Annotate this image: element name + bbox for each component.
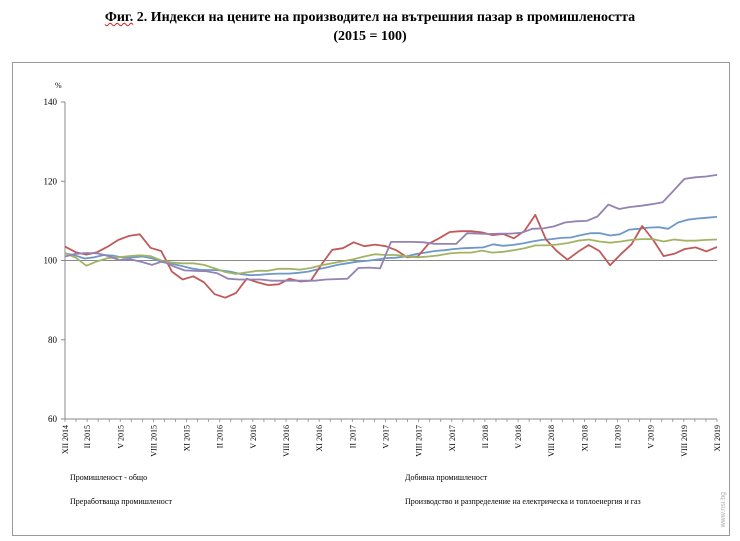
x-tick-label: XII 2014: [61, 425, 70, 454]
x-tick-label: VIII 2019: [680, 425, 689, 457]
series-line-1: [64, 216, 718, 277]
x-tick-label: II 2017: [348, 425, 357, 448]
x-tick-label: XI 2018: [580, 425, 589, 451]
legend-entry-1: Промишленост - общо: [70, 473, 147, 482]
y-tick-label: 120: [44, 176, 58, 186]
title-line-2: (2015 = 100): [333, 29, 407, 44]
x-tick-label: V 2019: [647, 425, 656, 449]
x-tick-label: II 2019: [614, 425, 623, 448]
x-tick-label: VIII 2017: [415, 425, 424, 457]
x-tick-label: II 2018: [481, 425, 490, 448]
series-line-3: [64, 238, 718, 275]
legend-entry-3: Преработваща промишленост: [70, 497, 172, 506]
y-tick-label: 140: [44, 97, 58, 107]
x-tick-label: XI 2019: [713, 425, 722, 451]
title-first-word: Фиг.: [104, 10, 134, 25]
y-tick-label: 100: [44, 256, 58, 266]
x-tick-label: VIII 2016: [282, 425, 291, 457]
line-chart: % 60 80 100 120 140 XII 2014 II 2015 V 2015 VIII …: [44, 81, 723, 506]
legend-entry-4: Производство и разпределение на електрич…: [405, 497, 641, 506]
x-tick-label: XI 2017: [448, 425, 457, 451]
x-tick-label: XI 2016: [315, 425, 324, 451]
x-tick-label: II 2015: [83, 425, 92, 448]
watermark: www.nsi.bg: [720, 491, 727, 527]
x-tick-label: V 2018: [514, 425, 523, 449]
x-tick-label: XI 2015: [183, 425, 192, 451]
title-line-1-rest: 2. Индекси на цените на производител на …: [133, 10, 636, 25]
y-tick-label: 60: [48, 414, 58, 424]
x-tick-label: VIII 2018: [547, 425, 556, 457]
x-tick-label: V 2016: [249, 425, 258, 449]
y-tick-label: 80: [48, 335, 58, 345]
x-tick-label: V 2017: [381, 425, 390, 449]
title-line-1: Фиг. 2. Индекси на цените на производите…: [0, 8, 740, 27]
chart-frame: % 60 80 100 120 140 XII 2014 II 2015 V 2015 VIII …: [12, 62, 730, 536]
x-tick-label: VIII 2015: [149, 425, 158, 457]
legend-entry-2: Добивна промишленост: [405, 473, 488, 482]
x-tick-label: II 2016: [216, 425, 225, 448]
x-tick-label: V 2015: [116, 425, 125, 449]
series-line-4: [64, 174, 718, 282]
series-line-2: [64, 213, 718, 299]
y-axis-unit-label: %: [55, 81, 62, 90]
page-title: Фиг. 2. Индекси на цените на производите…: [0, 8, 740, 46]
